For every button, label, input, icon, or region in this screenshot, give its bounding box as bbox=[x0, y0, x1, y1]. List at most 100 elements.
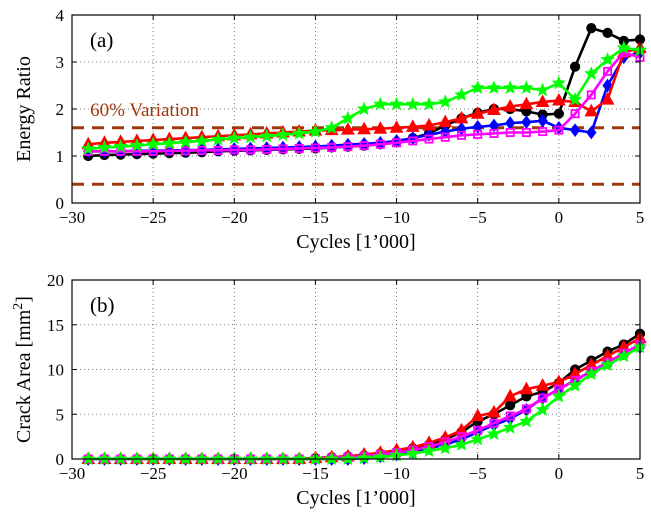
panel-a-series-5-point bbox=[80, 141, 96, 156]
panel-a-x-tick-label: −5 bbox=[469, 208, 487, 227]
panel-b-series-5-point bbox=[551, 388, 567, 403]
panel-b-series-5-point bbox=[259, 451, 275, 466]
panel-b-x-tick-label: −15 bbox=[302, 464, 329, 483]
panel-a-series-4-point bbox=[538, 127, 548, 137]
panel-b-x-tick-label: −20 bbox=[221, 464, 248, 483]
panel-a-x-tick-label: 5 bbox=[636, 208, 645, 227]
panel-b-series-5-point bbox=[129, 451, 145, 466]
panel-a-series-4-point bbox=[440, 132, 450, 142]
panel-b-series-5-point bbox=[194, 451, 210, 466]
panel-a-series-3-point bbox=[373, 121, 388, 134]
panel-b-series-5-point bbox=[567, 377, 583, 392]
panel-a-series-3-point bbox=[519, 96, 534, 110]
panel-a-series-4-point bbox=[392, 138, 402, 148]
panel-a-series-4-point bbox=[408, 136, 418, 146]
panel-a-series-5-point bbox=[259, 128, 275, 143]
panel-a-series-5-point bbox=[194, 133, 210, 148]
panel-a-series-3-point bbox=[535, 94, 550, 107]
panel-a-series-2-point bbox=[602, 78, 613, 93]
panel-a-series-4-point bbox=[570, 109, 580, 119]
panel-a-series-3-point bbox=[584, 103, 599, 117]
panel-b-series-5-point bbox=[243, 451, 258, 466]
panel-b-panel-label: (b) bbox=[90, 293, 115, 317]
panel-a-x-tick-label: −30 bbox=[59, 208, 86, 227]
panel-a-series-5-point bbox=[616, 40, 632, 55]
panel-a-series-5-point bbox=[551, 75, 567, 90]
panel-a-x-tick-label: −25 bbox=[140, 208, 167, 227]
panel-b-series-5-point bbox=[162, 451, 177, 466]
panel-b-series-5-point bbox=[470, 431, 486, 446]
panel-a-series-4-point bbox=[489, 128, 499, 138]
panel-b-x-tick-label: −30 bbox=[59, 464, 86, 483]
panel-a-series-1-point bbox=[602, 27, 613, 38]
panel-a-series-4-point bbox=[473, 129, 483, 139]
panel-b-series-5-point bbox=[373, 449, 388, 464]
panel-b-series-5-point bbox=[178, 451, 193, 466]
panel-a-series-5-point bbox=[275, 127, 291, 142]
panel-a-series-2-point bbox=[586, 125, 597, 140]
panel-a-y-tick-label: 4 bbox=[56, 6, 65, 25]
panel-a-series-3-point bbox=[600, 92, 615, 105]
panel-b-y-tick-label: 10 bbox=[47, 361, 64, 380]
panel-a-series-4-point bbox=[213, 145, 223, 155]
panel-b-series-5-point bbox=[437, 440, 453, 455]
panel-a-series-4-point bbox=[603, 66, 613, 76]
panel-a-y-axis-label: Energy Ratio bbox=[13, 56, 35, 162]
panel-a-series-4-point bbox=[278, 144, 288, 154]
panel-a-series-5-point bbox=[129, 137, 145, 152]
panel-a-series-4-point bbox=[343, 142, 353, 152]
panel-b-series-5-point bbox=[291, 451, 307, 466]
panel-b-y-tick-label: 20 bbox=[47, 271, 64, 290]
panel-a-series-1-point bbox=[586, 23, 597, 34]
panel-a-series-5-point bbox=[291, 125, 307, 140]
panel-a-series-3-point bbox=[454, 110, 469, 124]
panel-b-series-3-point bbox=[454, 422, 469, 436]
panel-a-series-4-point bbox=[246, 145, 256, 155]
panel-b-series-5-point bbox=[454, 436, 469, 451]
panel-b-series-5-point bbox=[519, 413, 534, 428]
panel-a-series-4-point bbox=[505, 127, 515, 137]
panel-a-series-4-point bbox=[375, 139, 385, 149]
panel-a-series-5-point bbox=[535, 82, 550, 97]
panel-a-series-2-point bbox=[537, 113, 548, 128]
panel-a-series-4-point bbox=[359, 141, 369, 151]
panel-a-series-4-point bbox=[294, 143, 304, 153]
panel-a-series-5-point bbox=[486, 80, 502, 95]
panel-a-series-4-point bbox=[554, 125, 564, 135]
panel-b-series-3-point bbox=[552, 374, 566, 388]
panel-a-series-3-point bbox=[357, 121, 371, 135]
panel-b-series-5-point bbox=[502, 419, 518, 434]
panel-a-series-3-point bbox=[422, 117, 436, 131]
panel-a-series-3-point bbox=[438, 114, 453, 128]
panel-a-series-4-point bbox=[586, 90, 596, 100]
panel-a-y-tick-label: 1 bbox=[56, 147, 65, 166]
panel-b-x-tick-label: −10 bbox=[383, 464, 410, 483]
panel-b-x-tick-label: 0 bbox=[555, 464, 564, 483]
panel-a-series-5-point bbox=[340, 110, 356, 125]
panel-a-series-3-point bbox=[341, 122, 355, 135]
panel-b-series-5-point bbox=[210, 451, 226, 466]
panel-b-x-axis-label: Cycles [1’000] bbox=[296, 487, 415, 509]
panel-a-series-4-point bbox=[262, 144, 272, 154]
panel-b-y-tick-label: 0 bbox=[56, 450, 65, 469]
panel-a-series-5-point bbox=[178, 134, 193, 149]
panel-a-series-5-point bbox=[113, 138, 128, 153]
panel-a-series-3-point bbox=[405, 119, 420, 132]
panel-b-series-4-point bbox=[538, 393, 548, 403]
panel-b-series-4-point bbox=[521, 404, 531, 414]
panel-a-series-4-point bbox=[310, 143, 320, 153]
panel-a-series-4-point bbox=[197, 145, 207, 155]
panel-b-series-5-point bbox=[405, 445, 421, 460]
panel-b-series-5-point bbox=[583, 366, 599, 381]
panel-a-x-tick-label: −15 bbox=[302, 208, 329, 227]
panel-a-series-5-point bbox=[373, 96, 388, 111]
panel-a-series-5-point bbox=[454, 87, 469, 102]
panel-b-y-tick-label: 15 bbox=[47, 316, 64, 335]
panel-a-series-5-point bbox=[600, 51, 615, 66]
panel-a-y-tick-label: 2 bbox=[56, 100, 65, 119]
panel-a-series-3-point bbox=[552, 92, 566, 106]
panel-a-series-5-point bbox=[421, 96, 437, 111]
panel-a-x-tick-label: −20 bbox=[221, 208, 248, 227]
panel-b-series-5-point bbox=[486, 426, 502, 441]
panel-a-panel-label: (a) bbox=[90, 28, 113, 52]
